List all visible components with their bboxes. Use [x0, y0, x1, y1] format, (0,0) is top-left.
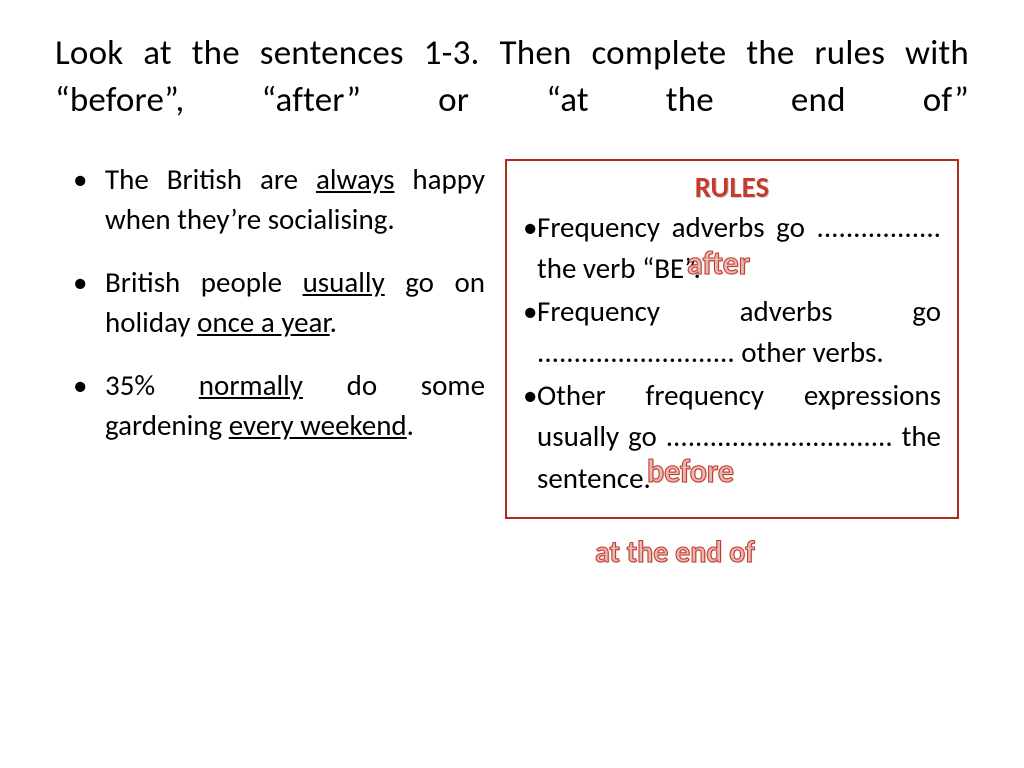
rules-header: RULES: [523, 169, 941, 205]
rule-3: Other frequency expressions usually go .…: [523, 375, 941, 499]
r3-blank: ...............................: [666, 418, 893, 454]
s1-a: The British are: [105, 161, 316, 197]
s2-u1: usually: [303, 264, 385, 300]
s2-c: .: [330, 304, 337, 340]
sentence-3: 35% normally do some gardening every wee…: [65, 365, 485, 446]
answer-at-the-end-of: at the end of: [595, 532, 755, 575]
r1-blank: .................: [817, 209, 941, 245]
s3-a: 35%: [105, 367, 199, 403]
sentence-1: The British are always happy when they’r…: [65, 159, 485, 240]
s3-c: .: [407, 407, 414, 443]
content-row: The British are always happy when they’r…: [55, 159, 969, 519]
s2-a: British people: [105, 264, 303, 300]
r1-b: the verb “BE”.: [537, 250, 701, 286]
s1-underline: always: [316, 161, 395, 197]
sentences-panel: The British are always happy when they’r…: [55, 159, 485, 519]
s2-u2: once a year: [197, 304, 330, 340]
r1-a: Frequency adverbs go: [537, 209, 817, 245]
sentence-2: British people usually go on holiday onc…: [65, 262, 485, 343]
rules-panel: RULES Frequency adverbs go .............…: [505, 159, 959, 519]
r2-b: other verbs.: [735, 334, 884, 370]
r2-blank: ...........................: [537, 334, 735, 370]
r2-a: Frequency adverbs go: [537, 293, 941, 329]
s3-u1: normally: [199, 367, 303, 403]
rule-1: Frequency adverbs go ................. t…: [523, 207, 941, 289]
s3-u2: every weekend: [229, 407, 407, 443]
page-title: Look at the sentences 1-3. Then complete…: [55, 30, 969, 125]
rule-2: Frequency adverbs go ...................…: [523, 291, 941, 373]
